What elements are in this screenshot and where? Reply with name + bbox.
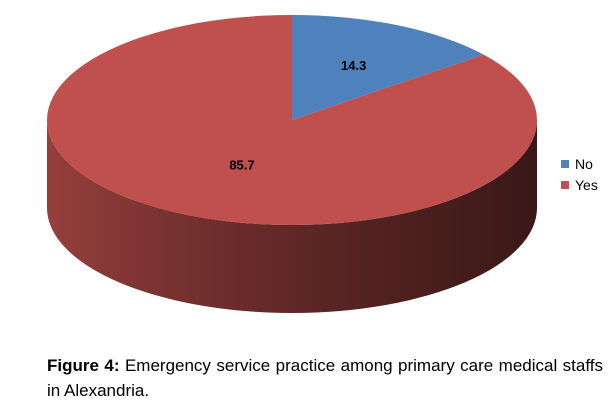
legend-swatch-no [561,159,569,168]
pie-slice-no [292,15,484,120]
pie-chart: 14.3 85.7 No Yes [46,15,598,313]
legend-label-no: No [575,155,593,172]
data-label-yes: 85.7 [229,157,254,172]
figure-caption: Figure 4: Emergency service practice amo… [47,353,603,403]
legend-label-yes: Yes [575,176,598,193]
legend: No Yes [561,153,598,195]
figure-caption-text: Emergency service practice among primary… [47,356,603,400]
legend-item-yes: Yes [561,174,598,195]
pie-slice-yes [46,15,537,226]
figure-label: Figure 4: [47,356,120,375]
data-label-no: 14.3 [341,58,366,73]
pie-side-yes [47,120,537,313]
pie-chart-svg: 14.3 85.7 [46,15,537,313]
legend-item-no: No [561,153,598,174]
legend-swatch-yes [561,180,569,189]
